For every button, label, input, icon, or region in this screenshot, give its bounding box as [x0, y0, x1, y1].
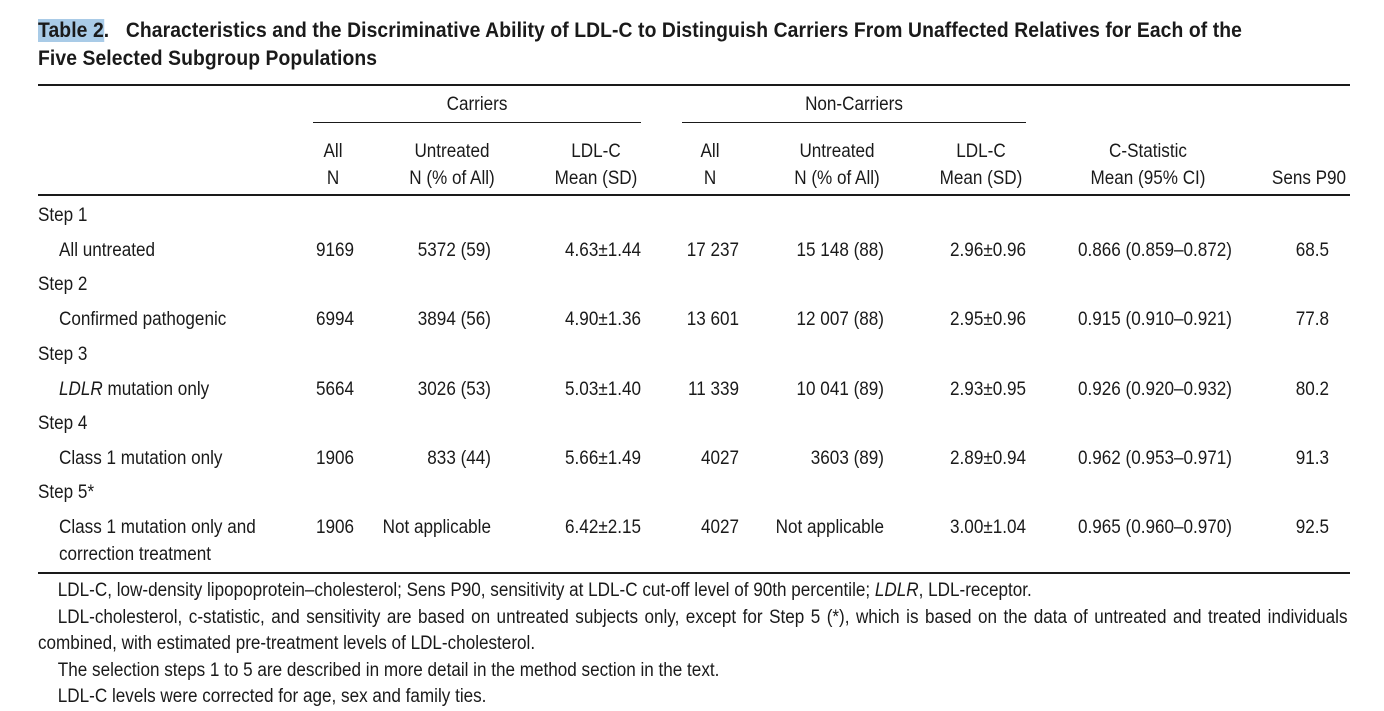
- step-label: Step 4: [38, 413, 88, 434]
- cell-sens-p90: 92.5: [1295, 516, 1329, 538]
- cell-c-statistic: 0.965 (0.960–0.970): [1077, 516, 1232, 538]
- cell-sens-p90: 77.8: [1295, 308, 1329, 330]
- cell-noncarriers-ldl-c: 3.00±1.04: [950, 516, 1026, 538]
- cell-noncarriers-all-n: 13 601: [686, 308, 739, 330]
- col-header-carriers-all-n-top: All: [323, 141, 343, 162]
- cell-carriers-untreated: Not applicable: [382, 516, 491, 538]
- cell-carriers-all-n: 5664: [315, 378, 354, 400]
- table-footnotes: LDL-C, low-density lipopoprotein–cholest…: [38, 578, 1347, 711]
- col-header-c-statistic-bottom: Mean (95% CI): [1090, 168, 1206, 189]
- cell-noncarriers-ldl-c: 2.93±0.95: [950, 378, 1026, 400]
- col-header-sens-p90-bottom: Sens P90: [1271, 168, 1347, 189]
- col-header-noncarriers-all-n-bottom: N: [703, 168, 717, 189]
- row-label: All untreated: [59, 237, 155, 264]
- col-header-carriers-untreated-top: Untreated: [414, 141, 490, 162]
- header-bottom-rule: [38, 194, 1350, 196]
- cell-carriers-untreated: 833 (44): [427, 447, 491, 469]
- cell-carriers-ldl-c: 4.63±1.44: [565, 239, 641, 261]
- row-label: Class 1 mutation only: [59, 445, 222, 472]
- cell-carriers-all-n: 1906: [315, 516, 354, 538]
- footnote-steps: The selection steps 1 to 5 are described…: [57, 659, 720, 681]
- cell-carriers-all-n: 1906: [315, 447, 354, 469]
- footnote-abbreviations: LDL-C, low-density lipopoprotein–cholest…: [38, 578, 1298, 605]
- cell-sens-p90: 68.5: [1295, 239, 1329, 261]
- row-label-text: Class 1 mutation only: [59, 447, 223, 469]
- cell-sens-p90: 91.3: [1295, 447, 1329, 469]
- cell-noncarriers-all-n: 11 339: [687, 378, 739, 400]
- footnote-abbr-text: LDL-C, low-density lipopoprotein–cholest…: [57, 580, 875, 601]
- cell-carriers-all-n: 9169: [315, 239, 354, 261]
- cell-carriers-all-n: 6994: [315, 308, 354, 330]
- cell-noncarriers-all-n: 17 237: [686, 239, 739, 261]
- cell-noncarriers-untreated: 12 007 (88): [796, 308, 884, 330]
- cell-carriers-ldl-c: 4.90±1.36: [565, 308, 641, 330]
- cell-c-statistic: 0.866 (0.859–0.872): [1077, 239, 1232, 261]
- top-rule: [38, 84, 1350, 86]
- footnote-abbr-ldlr: LDLR: [874, 580, 919, 601]
- cell-noncarriers-untreated: 15 148 (88): [796, 239, 884, 261]
- cell-noncarriers-all-n: 4027: [700, 516, 739, 538]
- row-label: Confirmed pathogenic: [59, 306, 226, 333]
- cell-carriers-ldl-c: 6.42±2.15: [565, 516, 641, 538]
- row-label-text: mutation only: [102, 378, 210, 400]
- cell-sens-p90: 80.2: [1295, 378, 1329, 400]
- row-label-text: Confirmed pathogenic: [59, 308, 227, 330]
- cell-carriers-untreated: 5372 (59): [417, 239, 491, 261]
- cell-c-statistic: 0.962 (0.953–0.971): [1077, 447, 1232, 469]
- row-label-text: All untreated: [59, 239, 156, 261]
- row-label-continued: correction treatment: [59, 543, 212, 565]
- col-header-noncarriers-untreated-bottom: N (% of All): [794, 168, 880, 189]
- carriers-underline: [313, 122, 641, 124]
- footnote-basis: LDL-cholesterol, c-statistic, and sensit…: [38, 606, 1348, 655]
- cell-noncarriers-untreated: 10 041 (89): [796, 378, 884, 400]
- col-header-carriers-all-n-bottom: N: [326, 168, 340, 189]
- cell-noncarriers-untreated: Not applicable: [775, 516, 884, 538]
- step-label: Step 2: [38, 274, 88, 295]
- table-caption: Table 2. Characteristics and the Discrimi…: [38, 17, 1252, 73]
- cell-c-statistic: 0.926 (0.920–0.932): [1077, 378, 1232, 400]
- cell-c-statistic: 0.915 (0.910–0.921): [1077, 308, 1232, 330]
- cell-carriers-ldl-c: 5.66±1.49: [565, 447, 641, 469]
- col-header-carriers-ldl-c-bottom: Mean (SD): [554, 168, 638, 189]
- table-title-line-1: Characteristics and the Discriminative A…: [125, 19, 1243, 42]
- cell-carriers-ldl-c: 5.03±1.40: [565, 378, 641, 400]
- col-header-noncarriers-ldl-c-top: LDL-C: [956, 141, 1006, 162]
- table-label: Table 2: [38, 19, 104, 42]
- group-header-noncarriers: Non-Carriers: [805, 94, 903, 115]
- cell-noncarriers-ldl-c: 2.96±0.96: [950, 239, 1026, 261]
- table-bottom-rule: [38, 572, 1350, 574]
- col-header-carriers-ldl-c-top: LDL-C: [571, 141, 621, 162]
- group-header-carriers: Carriers: [446, 94, 508, 115]
- step-label: Step 1: [38, 205, 88, 226]
- step-label: Step 3: [38, 344, 88, 365]
- col-header-noncarriers-ldl-c-bottom: Mean (SD): [939, 168, 1023, 189]
- footnote-abbr-tail: , LDL-receptor.: [918, 580, 1032, 601]
- cell-noncarriers-untreated: 3603 (89): [810, 447, 884, 469]
- step-label: Step 5*: [38, 482, 95, 503]
- cell-carriers-untreated: 3894 (56): [417, 308, 491, 330]
- noncarriers-underline: [682, 122, 1026, 124]
- cell-noncarriers-ldl-c: 2.95±0.96: [950, 308, 1026, 330]
- table-label-dot: .: [103, 19, 110, 42]
- col-header-noncarriers-untreated-top: Untreated: [799, 141, 875, 162]
- caption-line-1: Table 2. Characteristics and the Discrimi…: [38, 17, 1252, 45]
- col-header-noncarriers-all-n-top: All: [700, 141, 720, 162]
- cell-noncarriers-ldl-c: 2.89±0.94: [950, 447, 1026, 469]
- table-title-line-2: Five Selected Subgroup Populations: [38, 47, 378, 70]
- footnote-correction: LDL-C levels were corrected for age, sex…: [57, 686, 487, 707]
- row-label: Class 1 mutation only and: [59, 514, 256, 541]
- col-header-carriers-untreated-bottom: N (% of All): [409, 168, 495, 189]
- row-label-text: Class 1 mutation only and: [59, 516, 256, 538]
- col-header-c-statistic-top: C-Statistic: [1109, 141, 1187, 162]
- cell-carriers-untreated: 3026 (53): [417, 378, 491, 400]
- row-label: LDLR mutation only: [59, 376, 209, 403]
- row-label-gene: LDLR: [59, 378, 103, 400]
- cell-noncarriers-all-n: 4027: [700, 447, 739, 469]
